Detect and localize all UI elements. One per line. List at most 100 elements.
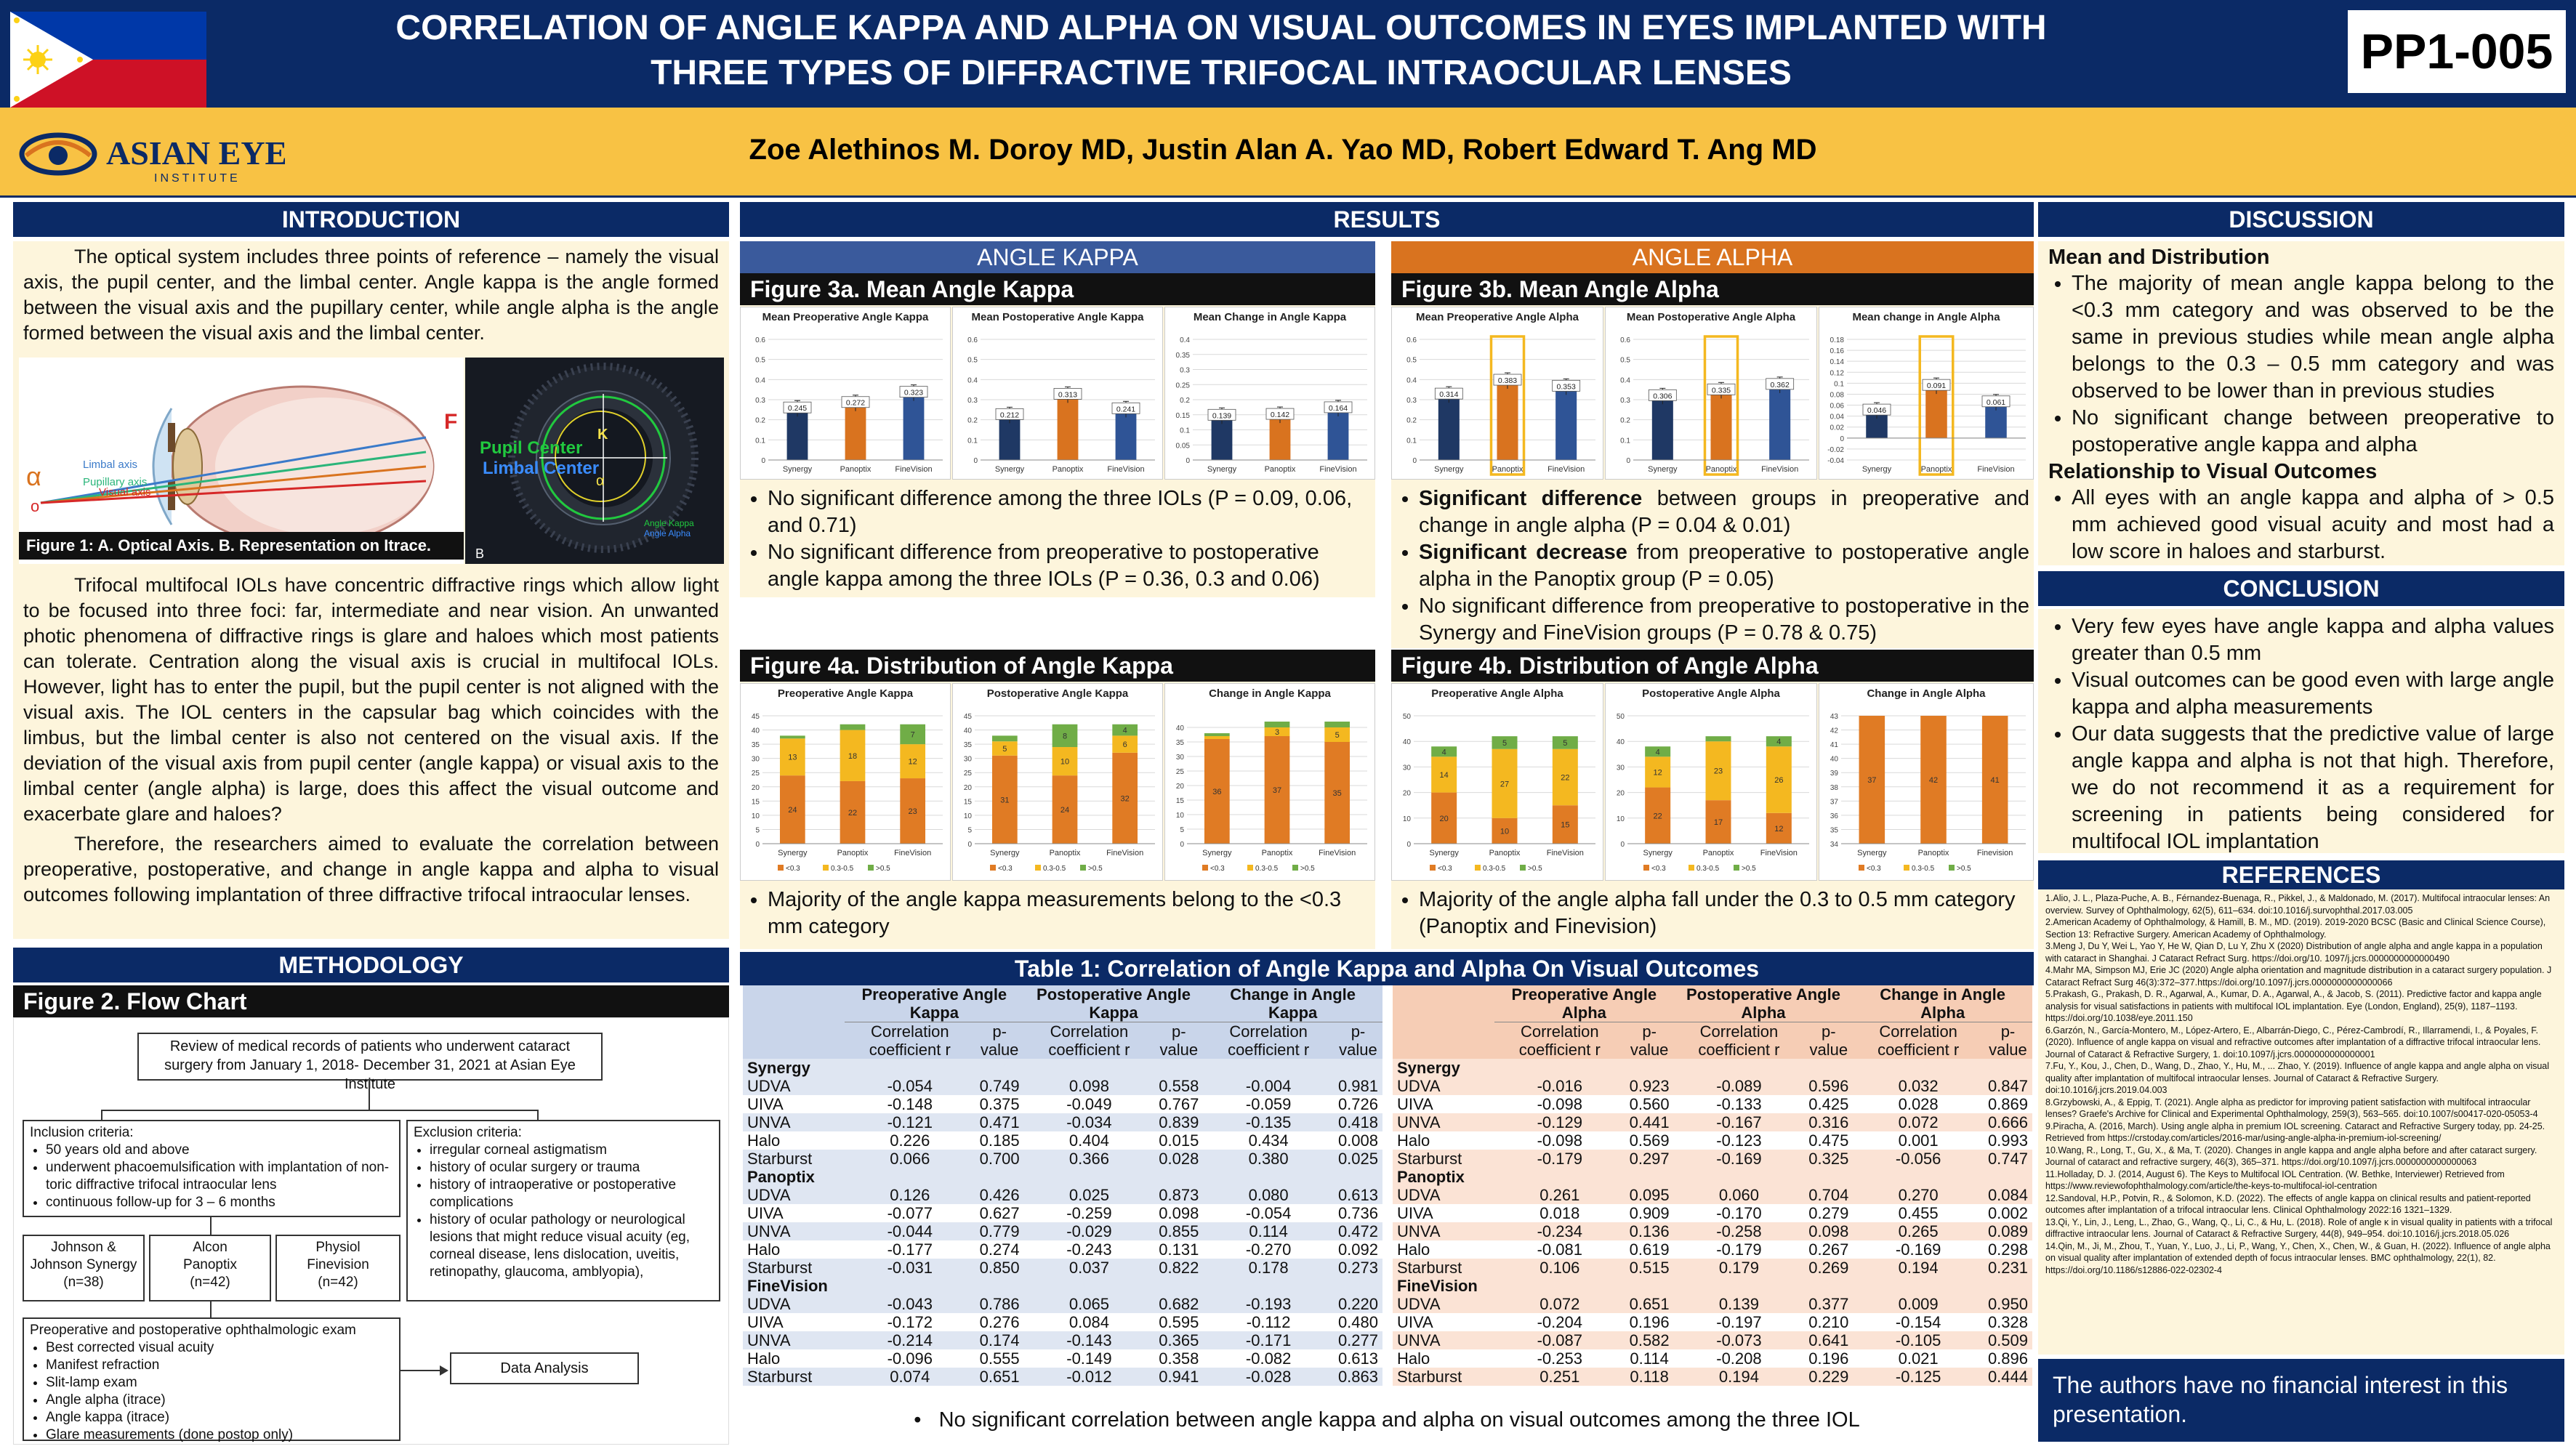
table-cell: 0.028 [1898, 1095, 1939, 1113]
bar-segment [1324, 722, 1351, 727]
bar-segment [1052, 747, 1078, 776]
y-tick-label: 43 [1830, 713, 1839, 721]
exam-item: Slit-lamp exam [46, 1374, 393, 1392]
reference-item: 12.Sandoval, H.P., Potvin, R., & Solomon… [2045, 1192, 2531, 1216]
y-tick-label: 0.1 [1834, 380, 1844, 388]
x-tick-label: Synergy [995, 465, 1025, 474]
bar-segment [779, 775, 805, 844]
row-label: UDVA [1397, 1077, 1441, 1095]
y-tick-label: 10 [1176, 812, 1185, 820]
y-tick-label: 35 [1830, 826, 1839, 834]
x-tick-label: Panoptix [1262, 849, 1293, 857]
label-pupillary-axis: Pupillary axis [83, 476, 147, 488]
table-cell: 0.210 [1808, 1313, 1849, 1331]
bullet-bold: Significant difference [1419, 487, 1643, 510]
legend-swatch [990, 865, 996, 871]
data-label-box [1552, 379, 1581, 392]
bar-segment [1492, 736, 1518, 749]
table-cell: 0.015 [1159, 1131, 1199, 1150]
legend-swatch [1430, 865, 1436, 871]
table-cell: -0.054 [887, 1077, 933, 1095]
y-tick-label: 40 [964, 727, 973, 735]
y-tick-label: 0.5 [1620, 357, 1630, 365]
row-label: UIVA [1397, 1095, 1433, 1113]
legend-swatch [1202, 865, 1208, 871]
angle-alpha-heading: ANGLE ALPHA [1391, 241, 2034, 273]
figure-4a-bullets: Majority of the angle kappa measurements… [744, 887, 1371, 940]
bar-segment [991, 735, 1018, 742]
table-cell: -0.056 [1895, 1150, 1941, 1168]
bullet: The majority of mean angle kappa belong … [2072, 270, 2554, 405]
table-cell: -0.054 [1245, 1204, 1292, 1222]
bar-segment [779, 735, 805, 739]
table-row: Halo -0.096 0.555 -0.149 0.358 -0.082 0.613 [743, 1349, 1382, 1368]
data-label-box [1862, 403, 1891, 416]
flow-connector [210, 1301, 212, 1317]
chart-svg: Preoperative Angle Kappa 0 5 10 15 20 25 30 35 40… [752, 687, 943, 873]
table-cell: 0.018 [1539, 1204, 1580, 1222]
bar-segment [1431, 756, 1457, 793]
exam-item: Glare measurements (done postop only) [46, 1426, 393, 1444]
bar [1925, 388, 1947, 438]
table-cell: 0.098 [1808, 1222, 1849, 1240]
table-cell: 0.404 [1068, 1131, 1109, 1150]
table-group-header: Preoperative Angle Alpha [1494, 985, 1674, 1022]
bar-segment [1324, 742, 1351, 844]
references-heading: REFERENCES [2038, 860, 2564, 889]
group-name: Johnson Synergy [30, 1257, 137, 1272]
y-tick-label: 50 [1403, 713, 1412, 721]
table-cell: 0.909 [1629, 1204, 1670, 1222]
table-note: • No significant correlation between ang… [914, 1408, 1860, 1432]
table-cell: -0.087 [1537, 1331, 1582, 1349]
table-cell: -0.208 [1716, 1349, 1762, 1368]
discussion-heading: DISCUSSION [2038, 202, 2564, 237]
conclusion-bullets: Very few eyes have angle kappa and alpha… [2048, 613, 2554, 855]
table-cell: 0.704 [1808, 1186, 1849, 1204]
chart-title: Change in Angle Kappa [1209, 687, 1331, 700]
table-cell: 0.226 [890, 1131, 930, 1150]
y-tick-label: 42 [1830, 727, 1839, 735]
y-tick-label: 0.15 [1176, 412, 1191, 420]
table-cell: -0.243 [1066, 1240, 1112, 1259]
chart-title-line: Mean Postoperative Angle Kappa [972, 311, 1145, 323]
bar-segment [1431, 792, 1457, 844]
table-cell: 0.136 [1629, 1222, 1670, 1240]
table-cell: -0.204 [1537, 1313, 1582, 1331]
table-cell: 0.923 [1629, 1077, 1670, 1095]
table-subheader: p-value [980, 1022, 1019, 1059]
table-cell: 0.641 [1808, 1331, 1849, 1349]
table-cell: 0.098 [1159, 1204, 1199, 1222]
chart-svg: Change in Angle Alpha 34 35 36 37 38 39 40 41 42 4… [1830, 687, 2026, 873]
segment-label: 4 [1442, 748, 1446, 756]
row-label: UIVA [747, 1313, 784, 1331]
table-cell: -0.154 [1895, 1313, 1941, 1331]
segment-label: 6 [1123, 740, 1127, 749]
bullet: Our data suggests that the predictive va… [2072, 721, 2554, 855]
reference-item: 13.Qi, Y., Lin, J., Leng, L., Zhao, G., … [2045, 1216, 2553, 1240]
y-tick-label: 0.12 [1830, 369, 1845, 377]
table-cell: 0.475 [1808, 1131, 1849, 1150]
legend-label: 0.3-0.5 [1043, 865, 1066, 873]
row-label: UIVA [747, 1095, 784, 1113]
y-tick-label: 40 [1617, 738, 1625, 746]
y-tick-label: 0.5 [967, 357, 978, 365]
table-cell: 0.558 [1159, 1077, 1199, 1095]
label-alpha-2: α [596, 473, 605, 489]
row-label: Starburst [747, 1150, 813, 1168]
data-label-box [1707, 383, 1736, 395]
table-cell: -0.133 [1716, 1095, 1762, 1113]
table-cell: 0.279 [1808, 1204, 1849, 1222]
y-tick-label: 0.5 [755, 357, 765, 365]
y-tick-label: 25 [964, 770, 973, 778]
table-cell: -0.004 [1245, 1077, 1292, 1095]
segment-label: 4 [1656, 748, 1660, 756]
data-label-box [1922, 379, 1951, 391]
bar-segment [1204, 733, 1230, 736]
table-row: UNVA -0.129 0.441 -0.167 0.316 0.072 0.666 [1393, 1113, 2032, 1131]
bar [1497, 383, 1518, 460]
table-cell: 0.084 [1068, 1313, 1109, 1331]
legend-swatch [1904, 865, 1909, 871]
x-tick-label: FineVision [1319, 849, 1356, 857]
table-row: UDVA -0.043 0.786 0.065 0.682 -0.193 0.220 [743, 1295, 1382, 1313]
chart-dist-alpha-pre: Preoperative Angle Alpha 0 10 20 30 40 50 Syner… [1391, 683, 1603, 881]
